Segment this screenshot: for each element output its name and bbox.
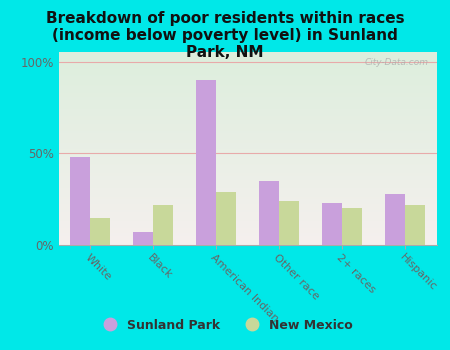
Text: Breakdown of poor residents within races
(income below poverty level) in Sunland: Breakdown of poor residents within races… [46,10,404,60]
Text: City-Data.com: City-Data.com [365,58,429,67]
Bar [153,205,173,245]
Legend: Sunland Park, New Mexico: Sunland Park, New Mexico [92,314,358,337]
Bar [279,201,299,245]
Bar [405,205,425,245]
Bar [342,208,362,245]
Bar [90,217,110,245]
Bar [70,157,90,245]
Bar [133,232,153,245]
Bar [216,192,236,245]
Bar [196,80,216,245]
Bar [322,203,342,245]
Bar [385,194,405,245]
Bar [259,181,279,245]
